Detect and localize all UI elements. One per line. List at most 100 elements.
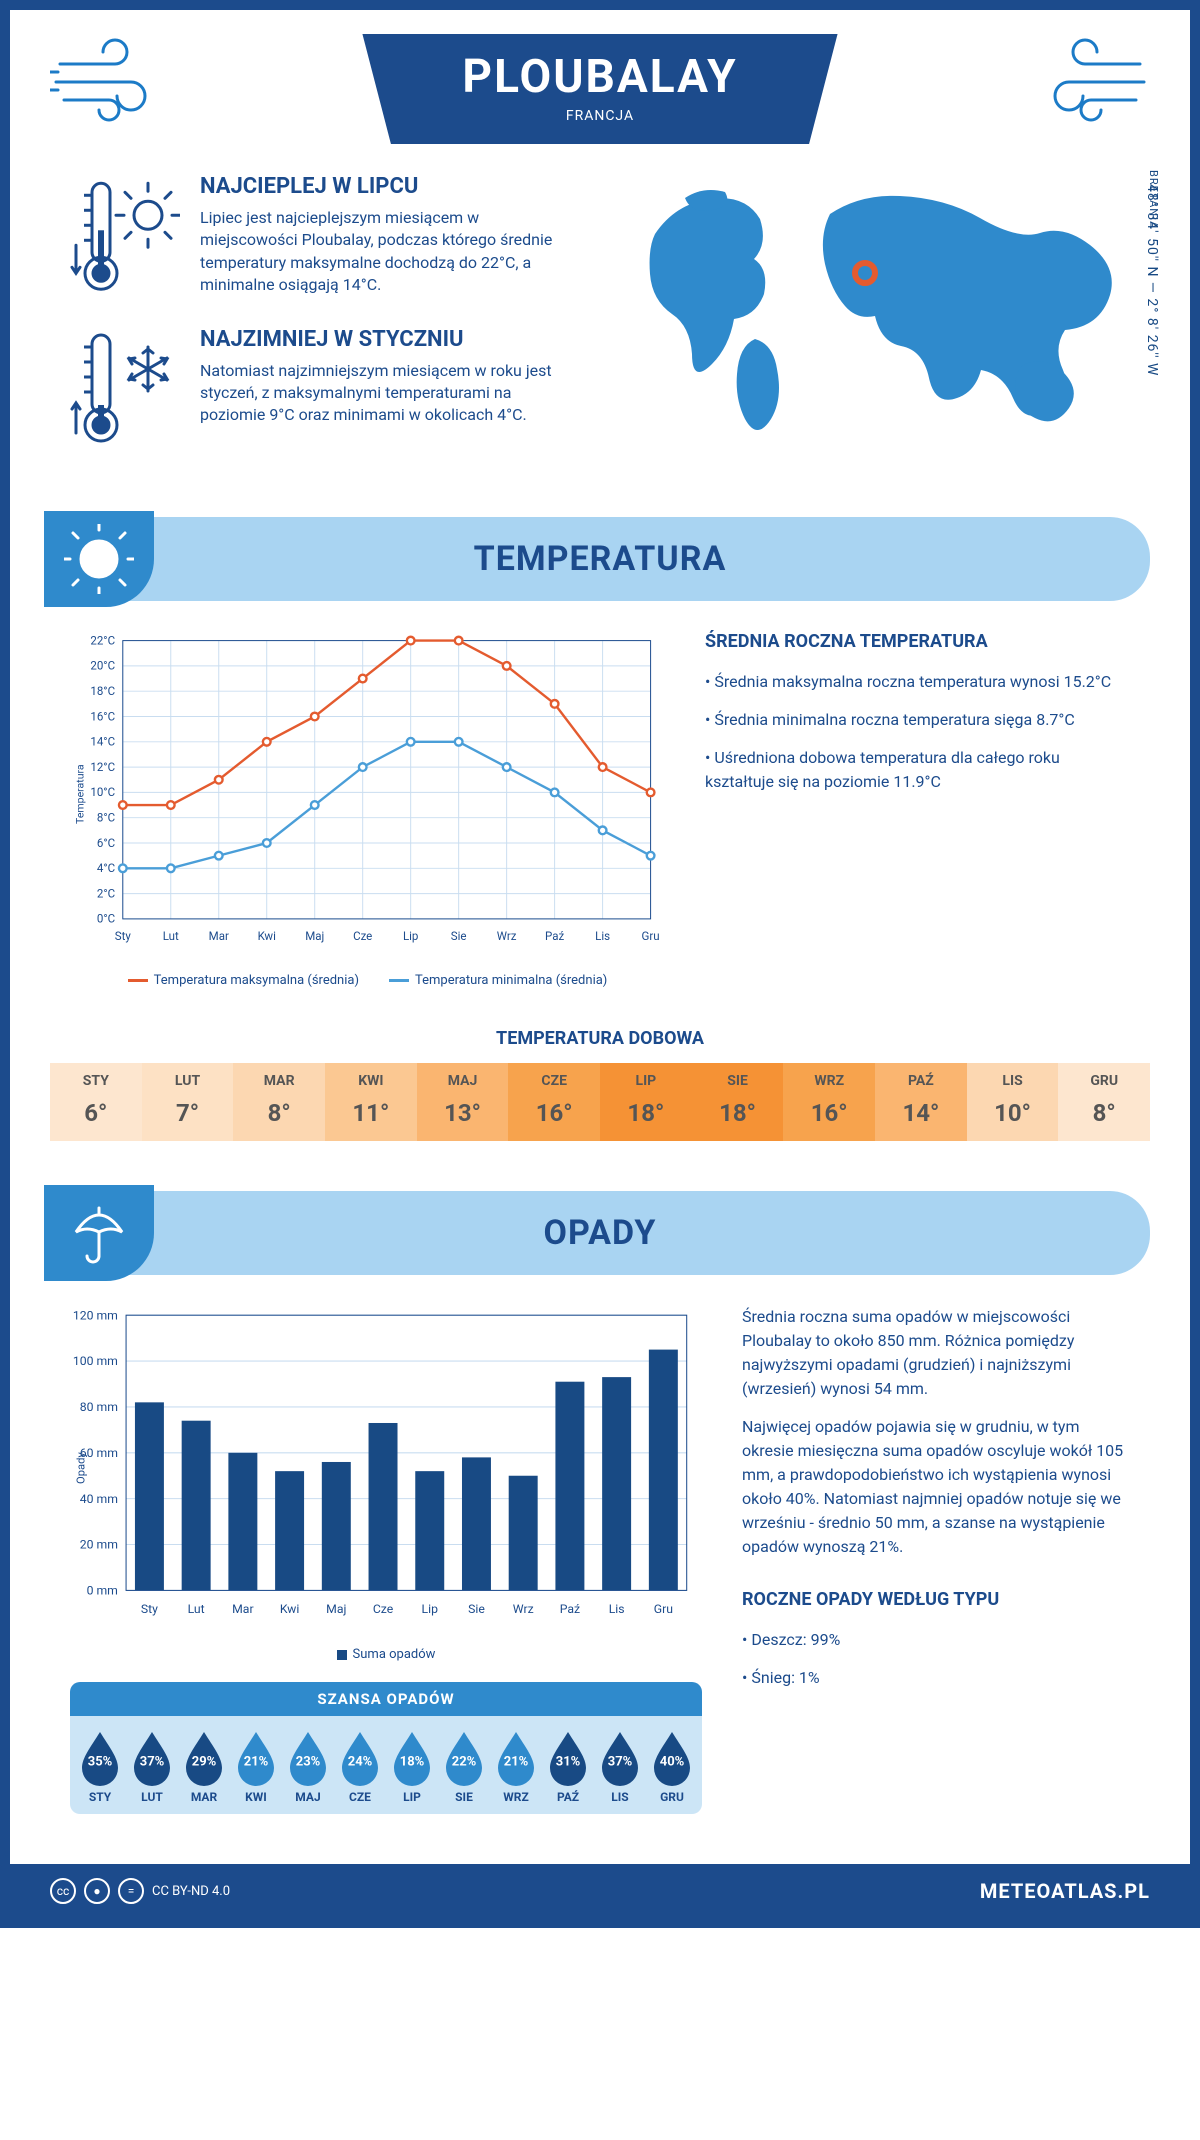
license-block: cc ● = CC BY-ND 4.0: [50, 1878, 230, 1904]
chance-drop: 24%CZE: [336, 1728, 384, 1804]
svg-text:4°C: 4°C: [97, 861, 115, 875]
temp-daily-cell: KWI11°: [325, 1063, 417, 1141]
svg-text:Gru: Gru: [654, 1602, 673, 1616]
chance-pct: 21%: [244, 1754, 269, 1769]
svg-text:Lis: Lis: [609, 1602, 625, 1616]
license-text: CC BY-ND 4.0: [152, 1884, 230, 1899]
temp-daily-table: STY6°LUT7°MAR8°KWI11°MAJ13°CZE16°LIP18°S…: [50, 1063, 1150, 1141]
header: PLOUBALAY FRANCJA: [10, 10, 1190, 144]
site-name: METEOATLAS.PL: [980, 1879, 1150, 1903]
chance-month: PAŹ: [544, 1790, 592, 1804]
sun-icon: [44, 511, 154, 607]
svg-text:20 mm: 20 mm: [80, 1537, 118, 1551]
nd-icon: =: [118, 1878, 144, 1904]
chance-title: SZANSA OPADÓW: [70, 1682, 702, 1716]
temp-daily-month: STY: [50, 1073, 142, 1089]
temperature-chart-row: 0°C2°C4°C6°C8°C10°C12°C14°C16°C18°C20°C2…: [10, 601, 1190, 998]
svg-text:80 mm: 80 mm: [80, 1400, 118, 1414]
precip-bar-chart: 0 mm20 mm40 mm60 mm80 mm100 mm120 mmStyL…: [70, 1305, 702, 1631]
thermometer-sun-icon: [70, 174, 180, 297]
chance-pct: 23%: [296, 1754, 321, 1769]
temp-daily-value: 6°: [50, 1099, 142, 1127]
chance-drop: 35%STY: [76, 1728, 124, 1804]
temp-daily-cell: LIS10°: [967, 1063, 1059, 1141]
svg-text:6°C: 6°C: [97, 835, 115, 849]
svg-text:0°C: 0°C: [97, 911, 115, 925]
temp-daily-cell: CZE16°: [508, 1063, 600, 1141]
chance-pct: 35%: [88, 1754, 113, 1769]
precip-title: OPADY: [50, 1213, 1150, 1253]
chance-pct: 18%: [400, 1754, 425, 1769]
temp-daily-cell: LUT7°: [142, 1063, 234, 1141]
hottest-text: Lipiec jest najcieplejszym miesiącem w m…: [200, 207, 580, 297]
precip-chart-row: 0 mm20 mm40 mm60 mm80 mm100 mm120 mmStyL…: [10, 1275, 1190, 1824]
temp-bullet: • Średnia minimalna roczna temperatura s…: [705, 708, 1130, 732]
temp-daily-value: 8°: [1058, 1099, 1150, 1127]
chance-pct: 37%: [608, 1754, 633, 1769]
svg-text:Lut: Lut: [163, 929, 179, 943]
chance-month: KWI: [232, 1790, 280, 1804]
coldest-title: NAJZIMNIEJ W STYCZNIU: [200, 327, 580, 352]
temperature-section-banner: TEMPERATURA: [50, 517, 1150, 601]
temp-daily-month: KWI: [325, 1073, 417, 1089]
svg-text:Cze: Cze: [373, 1602, 394, 1616]
chance-drop: 23% MAJ: [284, 1728, 332, 1804]
chance-drop: 29%MAR: [180, 1728, 228, 1804]
cc-icon: cc: [50, 1878, 76, 1904]
chance-pct: 31%: [556, 1754, 581, 1769]
city-name: PLOUBALAY: [462, 50, 737, 104]
svg-text:Temperatura: Temperatura: [73, 764, 86, 824]
temp-daily-month: LIS: [967, 1073, 1059, 1089]
temperature-title: TEMPERATURA: [50, 539, 1150, 579]
info-row: NAJCIEPLEJ W LIPCU Lipiec jest najcieple…: [10, 144, 1190, 497]
svg-text:Wrz: Wrz: [497, 929, 517, 943]
svg-text:12°C: 12°C: [90, 759, 115, 773]
title-banner: PLOUBALAY FRANCJA: [362, 34, 837, 144]
precip-rain: • Deszcz: 99%: [742, 1628, 1130, 1652]
world-map: [620, 174, 1130, 434]
svg-text:Paź: Paź: [560, 1602, 580, 1616]
svg-text:20°C: 20°C: [90, 658, 115, 672]
chance-pct: 29%: [192, 1754, 217, 1769]
page: PLOUBALAY FRANCJA: [0, 0, 1200, 1928]
temperature-line-chart: 0°C2°C4°C6°C8°C10°C12°C14°C16°C18°C20°C2…: [70, 631, 665, 957]
svg-text:Gru: Gru: [642, 929, 660, 943]
svg-text:Lip: Lip: [403, 929, 418, 943]
chance-drop: 37%LUT: [128, 1728, 176, 1804]
chance-month: LIS: [596, 1790, 644, 1804]
legend-min: Temperatura minimalna (średnia): [415, 973, 607, 988]
svg-text:Maj: Maj: [326, 1602, 346, 1616]
footer: cc ● = CC BY-ND 4.0 METEOATLAS.PL: [10, 1864, 1190, 1918]
chance-pct: 22%: [452, 1754, 477, 1769]
temp-daily-month: PAŹ: [875, 1073, 967, 1089]
svg-text:Sty: Sty: [115, 929, 132, 943]
svg-text:Paź: Paź: [545, 929, 564, 943]
precip-section-banner: OPADY: [50, 1191, 1150, 1275]
svg-text:Lip: Lip: [422, 1602, 439, 1616]
temp-text-heading: ŚREDNIA ROCZNA TEMPERATURA: [705, 631, 1130, 652]
chance-month: SIE: [440, 1790, 488, 1804]
chance-month: WRZ: [492, 1790, 540, 1804]
precip-legend: Suma opadów: [70, 1647, 702, 1662]
temp-daily-month: MAJ: [417, 1073, 509, 1089]
chance-month: MAJ: [284, 1790, 332, 1804]
legend-bar: Suma opadów: [353, 1647, 436, 1662]
temp-daily-cell: MAJ13°: [417, 1063, 509, 1141]
svg-text:10°C: 10°C: [90, 785, 115, 799]
temp-daily-month: MAR: [233, 1073, 325, 1089]
chance-drop: 18%LIP: [388, 1728, 436, 1804]
wind-icon-left: [50, 34, 170, 124]
hottest-block: NAJCIEPLEJ W LIPCU Lipiec jest najcieple…: [70, 174, 580, 297]
svg-text:Opady: Opady: [74, 1451, 87, 1483]
temp-daily-value: 16°: [783, 1099, 875, 1127]
temp-daily-month: WRZ: [783, 1073, 875, 1089]
temp-daily-value: 18°: [600, 1099, 692, 1127]
temp-daily-month: LUT: [142, 1073, 234, 1089]
chance-month: LUT: [128, 1790, 176, 1804]
svg-text:Wrz: Wrz: [513, 1602, 534, 1616]
svg-text:120 mm: 120 mm: [73, 1308, 118, 1322]
temp-daily-cell: LIP18°: [600, 1063, 692, 1141]
coords-label: 48° 34' 50'' N — 2° 8' 26'' W: [1144, 184, 1160, 376]
legend-max: Temperatura maksymalna (średnia): [154, 973, 359, 988]
temp-bullet: • Średnia maksymalna roczna temperatura …: [705, 670, 1130, 694]
